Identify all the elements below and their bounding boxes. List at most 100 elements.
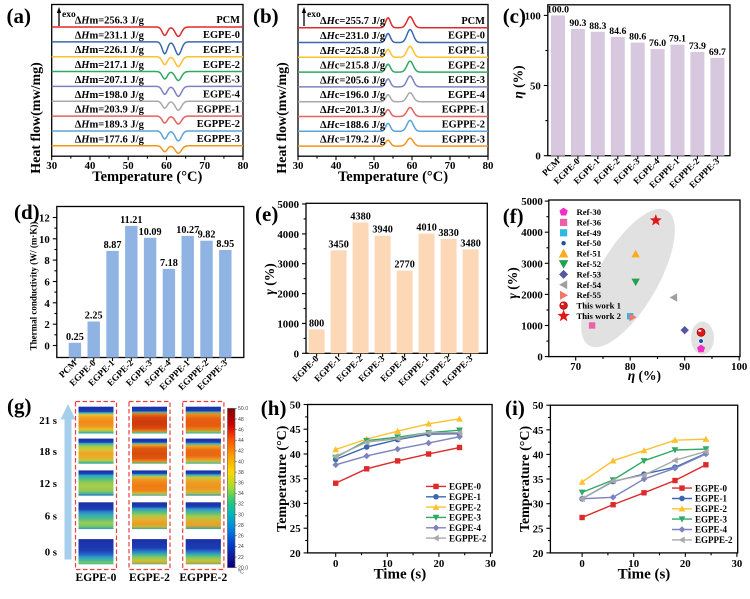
svg-text:ΔHc=179.2 J/g: ΔHc=179.2 J/g [320,135,386,146]
svg-text:EGPE-4: EGPE-4 [203,90,240,101]
svg-text:EGPE-4: EGPE-4 [695,525,728,535]
svg-text:Temperature (°C): Temperature (°C) [338,169,448,185]
svg-text:EGPPE-2: EGPPE-2 [449,533,487,543]
svg-text:10.09: 10.09 [139,227,162,238]
svg-text:3480: 3480 [460,238,480,249]
svg-text:50: 50 [123,160,134,172]
svg-text:100.0: 100.0 [547,4,569,15]
svg-text:ΔHm=256.3 J/g: ΔHm=256.3 J/g [75,16,145,27]
svg-text:exo: exo [307,10,321,20]
svg-text:30: 30 [485,558,496,570]
svg-text:0: 0 [537,352,542,364]
svg-text:21 s: 21 s [39,415,57,427]
svg-text:ΔHc=205.6 J/g: ΔHc=205.6 J/g [320,75,386,86]
svg-text:γ (%): γ (%) [262,263,277,295]
svg-text:exo: exo [62,10,76,20]
svg-text:20: 20 [290,548,301,560]
svg-text:Time (s): Time (s) [374,566,427,582]
svg-text:12 s: 12 s [39,478,57,490]
svg-text:40: 40 [533,449,544,461]
svg-text:5000: 5000 [277,199,299,211]
svg-text:3940: 3940 [372,225,392,236]
svg-text:0: 0 [333,558,338,570]
svg-text:EGPE-1: EGPE-1 [448,46,485,57]
svg-text:50: 50 [533,400,544,412]
svg-text:EGPE-3: EGPE-3 [203,75,240,86]
svg-text:Ref-30: Ref-30 [577,207,602,217]
svg-text:ΔHm=217.1 J/g: ΔHm=217.1 J/g [75,60,145,71]
svg-text:50.0: 50.0 [238,406,248,412]
svg-text:This work 1: This work 1 [577,301,621,311]
svg-text:Ref-55: Ref-55 [577,290,602,300]
svg-text:PCM: PCM [216,15,240,26]
svg-text:20: 20 [434,558,445,570]
svg-text:0: 0 [294,348,299,360]
svg-text:EGPE-1: EGPE-1 [203,45,240,56]
svg-text:35: 35 [290,474,301,486]
svg-text:0: 0 [535,151,540,163]
svg-text:42: 42 [238,449,244,455]
svg-text:EGPPE-1: EGPPE-1 [442,105,485,116]
svg-text:EGPE-1: EGPE-1 [449,492,482,502]
svg-text:4: 4 [44,298,50,310]
svg-text:80.6: 80.6 [629,32,646,43]
svg-text:ΔHc=231.0 J/g: ΔHc=231.0 J/g [320,31,386,42]
svg-text:(h): (h) [261,396,287,420]
svg-text:(g): (g) [7,394,32,418]
svg-text:30: 30 [293,160,304,172]
svg-text:Temperature (°C): Temperature (°C) [92,169,202,185]
svg-text:EGPE-2: EGPE-2 [695,504,728,514]
svg-text:4000: 4000 [277,229,299,241]
svg-text:90: 90 [679,361,690,373]
svg-text:ΔHm=226.1 J/g: ΔHm=226.1 J/g [75,45,145,56]
svg-text:2000: 2000 [277,289,299,301]
svg-text:EGPE-3: EGPE-3 [695,514,728,524]
svg-text:20: 20 [680,558,691,570]
svg-text:Heat flow(mw/mg): Heat flow(mw/mg) [29,62,44,174]
svg-text:32: 32 [238,502,244,508]
svg-text:Ref-49: Ref-49 [577,228,602,238]
svg-text:60: 60 [161,160,172,172]
svg-text:EGPE-0: EGPE-0 [203,30,240,41]
svg-text:Ref-50: Ref-50 [577,238,602,248]
svg-text:EGPPE-1: EGPPE-1 [197,104,240,115]
svg-text:30: 30 [732,558,743,570]
svg-text:2000: 2000 [521,289,543,301]
svg-text:EGPE-4: EGPE-4 [448,90,485,101]
svg-text:6: 6 [44,277,50,289]
svg-text:70: 70 [570,361,581,373]
svg-text:EGPPE-2: EGPPE-2 [197,119,240,130]
svg-text:EGPPE-3: EGPPE-3 [442,134,485,145]
svg-text:Time (s): Time (s) [618,566,671,582]
svg-text:80: 80 [238,160,249,172]
svg-text:30: 30 [533,499,544,511]
svg-text:(e): (e) [255,202,278,226]
svg-text:40: 40 [85,160,96,172]
svg-text:6 s: 6 s [45,511,57,523]
svg-text:EGPE-2: EGPE-2 [449,502,482,512]
svg-text:ΔHc=196.0 J/g: ΔHc=196.0 J/g [320,90,386,101]
svg-text:45: 45 [290,424,301,436]
svg-text:76.0: 76.0 [649,38,666,49]
svg-text:1000: 1000 [521,321,543,333]
svg-text:EGPE-1: EGPE-1 [695,494,728,504]
svg-text:25: 25 [533,523,544,535]
svg-text:This work 2: This work 2 [577,311,621,321]
svg-text:10.27: 10.27 [176,225,199,236]
svg-text:9.82: 9.82 [198,230,216,241]
svg-text:100: 100 [731,361,747,373]
svg-text:28: 28 [238,523,244,529]
svg-text:20: 20 [533,548,544,560]
svg-text:2770: 2770 [394,260,414,271]
svg-text:46: 46 [238,427,244,433]
svg-text:50: 50 [290,400,301,412]
svg-text:Ref-53: Ref-53 [577,269,602,279]
svg-text:(f): (f) [503,204,524,228]
svg-text:88.3: 88.3 [589,21,606,32]
svg-text:EGPE-2: EGPE-2 [203,60,240,71]
svg-text:EGPE-0: EGPE-0 [448,31,485,42]
svg-text:10: 10 [382,558,393,570]
svg-text:7.18: 7.18 [160,258,178,269]
svg-text:10: 10 [39,234,50,246]
svg-text:4000: 4000 [521,227,543,239]
